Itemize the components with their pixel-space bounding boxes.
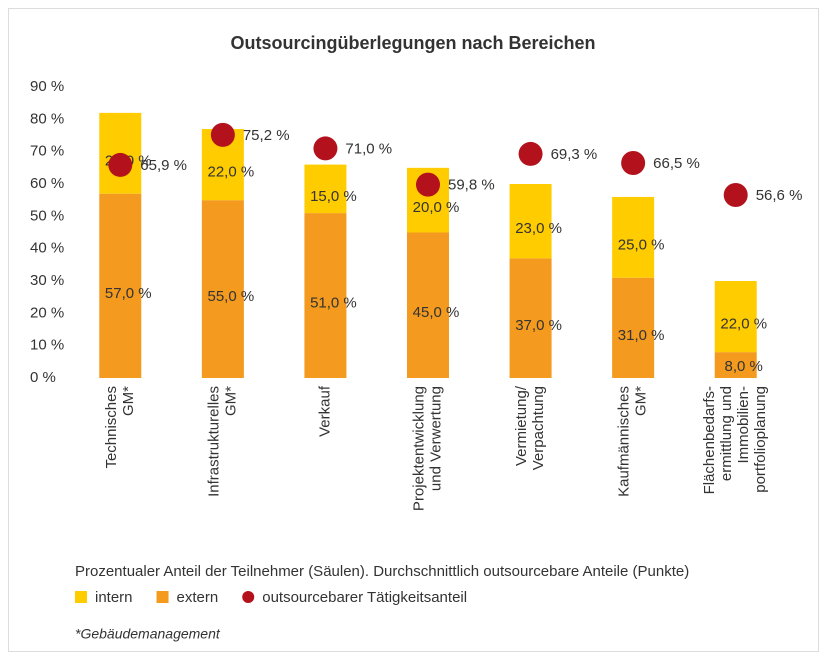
value-label: 8,0 % bbox=[725, 358, 763, 375]
dot bbox=[723, 182, 748, 207]
legend-label: intern bbox=[95, 589, 133, 606]
y-tick-label: 90 % bbox=[30, 78, 64, 95]
legend-label: extern bbox=[177, 589, 219, 606]
x-tick-label: Verkauf bbox=[316, 385, 333, 437]
y-tick-label: 50 % bbox=[30, 207, 64, 224]
x-tick-label: und Verwertung bbox=[427, 386, 444, 491]
value-label: 57,0 % bbox=[105, 285, 152, 302]
x-tick-label: Immobilien- bbox=[735, 386, 752, 464]
value-label: 22,0 % bbox=[720, 316, 767, 333]
x-tick-label: Technisches bbox=[103, 386, 120, 469]
value-label: 55,0 % bbox=[208, 288, 255, 305]
x-tick-label: GM* bbox=[633, 386, 650, 416]
value-label: 45,0 % bbox=[413, 304, 460, 321]
x-tick-label: Infrastrukturelles bbox=[205, 386, 222, 497]
value-label: 23,0 % bbox=[515, 220, 562, 237]
x-tick-label: ermittlung und bbox=[718, 386, 735, 481]
dot bbox=[210, 122, 235, 147]
dot-label: 71,0 % bbox=[345, 140, 392, 157]
dot-label: 66,5 % bbox=[653, 155, 700, 172]
value-label: 37,0 % bbox=[515, 317, 562, 334]
y-tick-label: 30 % bbox=[30, 272, 64, 289]
value-label: 51,0 % bbox=[310, 295, 357, 312]
x-tick-label: Projektentwicklung bbox=[410, 386, 427, 511]
dot bbox=[313, 136, 338, 161]
legend-marker bbox=[156, 591, 169, 603]
dot bbox=[416, 172, 440, 197]
footnote: *Gebäudemanagement bbox=[75, 626, 221, 642]
value-label: 20,0 % bbox=[413, 199, 460, 216]
x-tick-label: portfolioplanung bbox=[752, 386, 769, 493]
x-tick-label: GM* bbox=[120, 386, 137, 416]
bar-segment bbox=[304, 213, 347, 378]
value-label: 25,0 % bbox=[618, 236, 665, 253]
x-tick-label: Kaufmännisches bbox=[616, 386, 633, 497]
dot-label: 65,9 % bbox=[140, 157, 187, 174]
y-tick-label: 0 % bbox=[30, 369, 56, 386]
value-label: 31,0 % bbox=[618, 327, 665, 344]
y-tick-label: 20 % bbox=[30, 304, 64, 321]
y-tick-label: 80 % bbox=[30, 110, 64, 127]
bar-segment bbox=[509, 258, 552, 378]
chart-title: Outsourcingüberlegungen nach Bereichen bbox=[230, 33, 595, 53]
y-tick-label: 60 % bbox=[30, 175, 64, 192]
value-label: 15,0 % bbox=[310, 188, 357, 205]
legend-label: outsourcebarer Tätigkeitsanteil bbox=[262, 589, 467, 606]
legend-marker bbox=[242, 591, 255, 603]
value-label: 22,0 % bbox=[208, 164, 255, 181]
bar-segment bbox=[99, 193, 142, 378]
bar-segment bbox=[612, 196, 655, 278]
legend-marker bbox=[75, 591, 87, 603]
dot bbox=[108, 152, 133, 177]
y-tick-label: 40 % bbox=[30, 240, 64, 257]
y-tick-label: 70 % bbox=[30, 143, 64, 160]
bar-segment bbox=[304, 164, 347, 214]
bar-segment bbox=[509, 184, 552, 259]
bar-segment bbox=[407, 232, 449, 378]
bar-segment bbox=[612, 277, 655, 378]
dot bbox=[518, 141, 543, 166]
bar-segment bbox=[714, 281, 757, 353]
x-tick-label: GM* bbox=[222, 386, 239, 416]
dot-label: 59,8 % bbox=[448, 177, 495, 194]
bar-segment bbox=[201, 200, 244, 378]
bar-segment bbox=[714, 352, 757, 378]
x-tick-label: Flächenbedarfs- bbox=[701, 386, 718, 494]
x-tick-label: Vermietung/ bbox=[513, 385, 530, 466]
y-tick-label: 10 % bbox=[30, 337, 64, 354]
dot-label: 69,3 % bbox=[551, 146, 598, 163]
caption: Prozentualer Anteil der Teilnehmer (Säul… bbox=[75, 563, 689, 580]
dot-label: 56,6 % bbox=[756, 187, 803, 204]
x-tick-label: Verpachtung bbox=[530, 386, 547, 470]
dot-label: 75,2 % bbox=[243, 127, 290, 144]
dot bbox=[621, 150, 646, 175]
